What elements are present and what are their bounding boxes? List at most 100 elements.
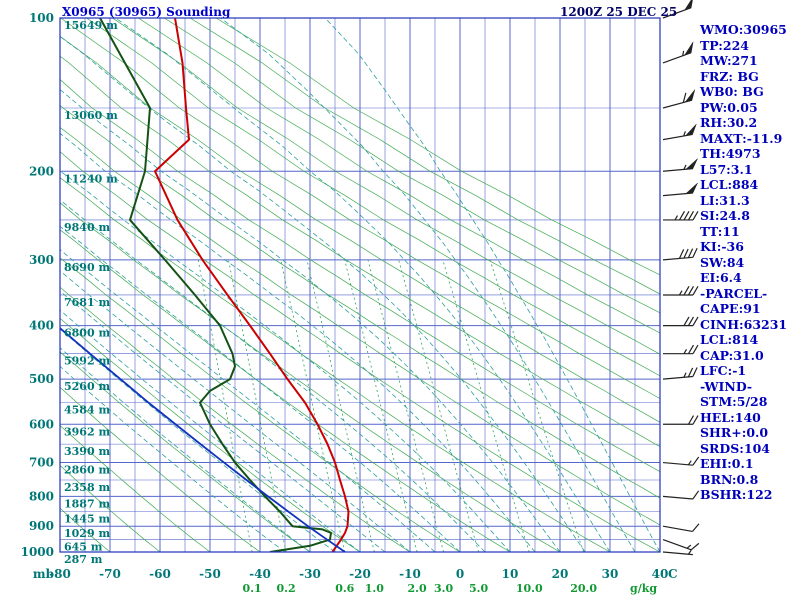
height-label: 1887 m (64, 497, 110, 510)
stats-line: -PARCEL- (700, 285, 768, 301)
wind-barb (662, 367, 698, 380)
temperature-curve (154, 18, 350, 552)
wind-barb (662, 549, 693, 556)
mixing-ratio-line (398, 259, 479, 552)
wind-barb (663, 415, 699, 425)
pressure-label: 300 (29, 253, 54, 267)
height-label: 1029 m (64, 527, 110, 540)
chart-title: X0965 (30965) Sounding (62, 5, 231, 19)
mixing-ratio-line (306, 259, 375, 552)
moist-adiabat-line (115, 18, 611, 552)
stats-line: CAPE:91 (700, 301, 761, 316)
stats-line: CAP:31.0 (700, 347, 764, 363)
height-label: 13060 m (64, 109, 118, 122)
moist-adiabat-line (60, 88, 561, 552)
stats-line: LFC:-1 (700, 363, 747, 378)
dry-adiabat-line (60, 127, 660, 526)
moist-adiabat-line (60, 199, 486, 552)
dry-adiabat-line (60, 151, 660, 552)
dry-adiabat-line (138, 18, 660, 334)
moist-adiabat-line (60, 225, 461, 552)
dry-adiabat-line (112, 18, 660, 355)
pressure-label: 1000 (21, 545, 54, 559)
mixing-ratio-line (197, 259, 253, 552)
dry-adiabat-line (60, 465, 161, 552)
chart-datetime: 1200Z 25 DEC 25 (560, 5, 678, 19)
parcel-curve (60, 326, 346, 552)
temp-tick-label: -20 (349, 567, 371, 581)
stats-line: SHR+:0.0 (700, 425, 769, 440)
dry-adiabat-line (60, 257, 461, 552)
wind-barb (662, 123, 697, 141)
stats-line: TT:11 (700, 223, 740, 239)
moist-adiabat-line (60, 170, 511, 552)
stats-line: BSHR:122 (700, 487, 773, 502)
temp-tick-label: -10 (399, 567, 421, 581)
stats-line: CINH:63231 (700, 316, 788, 332)
mixing-ratio-label: 1.0 (365, 582, 384, 595)
stats-line: LI:31.3 (700, 192, 750, 208)
mixing-ratio-line (344, 259, 418, 552)
wind-barb (662, 41, 694, 64)
moist-adiabat-line (60, 328, 336, 552)
stats-line: -WIND- (700, 378, 753, 394)
stats-line: STM:5/28 (700, 394, 768, 409)
stats-line: KI:-36 (700, 239, 744, 254)
mixing-ratio-label: 5.0 (469, 582, 488, 595)
height-label: 6800 m (64, 327, 110, 340)
temp-tick-label: -80 (49, 567, 71, 581)
dry-adiabat-line (86, 18, 660, 377)
stats-line: EI:6.4 (700, 270, 742, 285)
temp-tick-label: -50 (199, 567, 221, 581)
moist-adiabat-line (220, 18, 636, 552)
temp-tick-label: -60 (149, 567, 171, 581)
stats-line: MAXT:-11.9 (700, 130, 783, 146)
wind-barb (662, 456, 700, 466)
mixing-ratio-unit-label: g/kg (630, 582, 657, 595)
pressure-label: 400 (29, 319, 54, 333)
dewpoint-curve (99, 18, 332, 552)
plot-area (60, 18, 660, 552)
dry-adiabat-line (60, 18, 660, 400)
dry-adiabat-line (215, 18, 660, 276)
mixing-ratio-label: 2.0 (408, 582, 427, 595)
dry-adiabat-line (60, 104, 660, 499)
height-label: 2860 m (64, 464, 110, 477)
stats-line: FRZ: BG (700, 68, 759, 84)
moist-adiabat-line (60, 35, 586, 552)
dry-adiabat-line (164, 18, 660, 314)
mixing-ratio-line (442, 259, 530, 552)
dry-adiabat-line (60, 202, 561, 552)
temp-tick-label: 40 (652, 567, 669, 581)
height-label: 3390 m (64, 445, 110, 458)
mixing-ratio-line (367, 259, 444, 552)
height-label: 4584 m (64, 404, 110, 417)
dry-adiabat-line (60, 79, 660, 473)
dry-adiabat-line (60, 351, 311, 552)
pressure-label: 700 (29, 456, 54, 470)
moist-adiabat-line (60, 365, 286, 552)
dry-adiabat-line (60, 425, 211, 552)
plot-border (59, 17, 661, 553)
stats-line: PW:0.05 (700, 99, 758, 115)
pressure-label: 600 (29, 417, 54, 431)
moist-adiabat-line (324, 18, 660, 552)
height-label: 5260 m (64, 380, 110, 393)
stats-line: TH:4973 (700, 146, 761, 161)
pressure-unit-label: mb (33, 567, 54, 581)
dry-adiabat-line (60, 286, 411, 552)
stats-line: SW:84 (700, 254, 745, 270)
pressure-label: 500 (29, 372, 54, 386)
temp-unit-label: C (668, 567, 678, 581)
pressure-label: 100 (29, 11, 54, 25)
height-label: 2358 m (64, 481, 110, 494)
moist-adiabat-line (60, 132, 536, 552)
stats-line: SI:24.8 (700, 208, 750, 223)
height-label: 7681 m (64, 296, 110, 309)
stats-panel: WMO:30965 TP:224 MW:271 FRZ: BG WB0: BG PW:0.… (700, 22, 787, 503)
dry-adiabat-line (60, 55, 660, 447)
height-label: 1445 m (64, 513, 110, 526)
wind-barb (662, 182, 698, 197)
height-label: 5992 m (64, 355, 110, 368)
